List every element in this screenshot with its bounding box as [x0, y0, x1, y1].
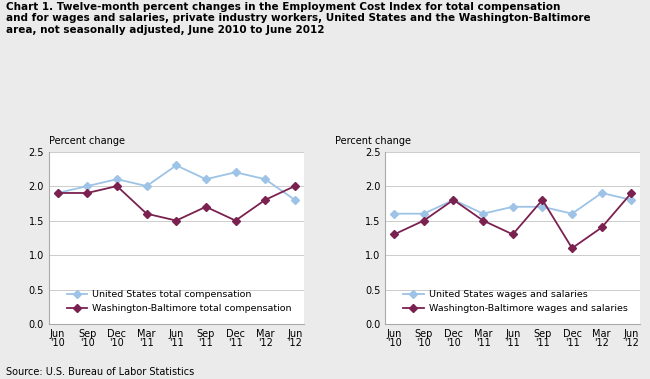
United States total compensation	[202, 177, 210, 182]
Text: Chart 1. Twelve-month percent changes in the Employment Cost Index for total com: Chart 1. Twelve-month percent changes in…	[6, 2, 591, 35]
Text: Source: U.S. Bureau of Labor Statistics: Source: U.S. Bureau of Labor Statistics	[6, 367, 195, 377]
Legend: United States wages and salaries, Washington-Baltimore wages and salaries: United States wages and salaries, Washin…	[400, 288, 630, 316]
United States wages and salaries	[420, 211, 428, 216]
United States total compensation	[231, 170, 239, 175]
Washington-Baltimore total compensation	[231, 218, 239, 223]
Washington-Baltimore total compensation	[291, 184, 299, 188]
Line: Washington-Baltimore wages and salaries: Washington-Baltimore wages and salaries	[391, 190, 634, 251]
United States total compensation	[54, 191, 62, 195]
Text: Percent change: Percent change	[335, 136, 411, 146]
United States wages and salaries	[479, 211, 487, 216]
Washington-Baltimore total compensation	[113, 184, 121, 188]
United States total compensation	[143, 184, 151, 188]
United States total compensation	[172, 163, 180, 168]
Text: Percent change: Percent change	[49, 136, 125, 146]
United States wages and salaries	[598, 191, 606, 195]
Washington-Baltimore total compensation	[172, 218, 180, 223]
United States total compensation	[83, 184, 91, 188]
Washington-Baltimore wages and salaries	[598, 225, 606, 230]
Washington-Baltimore wages and salaries	[509, 232, 517, 236]
Washington-Baltimore total compensation	[54, 191, 62, 195]
Washington-Baltimore total compensation	[202, 205, 210, 209]
Washington-Baltimore wages and salaries	[627, 191, 635, 195]
Legend: United States total compensation, Washington-Baltimore total compensation: United States total compensation, Washin…	[64, 288, 294, 316]
Washington-Baltimore total compensation	[83, 191, 91, 195]
Washington-Baltimore wages and salaries	[390, 232, 398, 236]
United States total compensation	[261, 177, 269, 182]
United States wages and salaries	[538, 205, 546, 209]
Washington-Baltimore wages and salaries	[450, 197, 458, 202]
United States wages and salaries	[568, 211, 576, 216]
United States total compensation	[291, 197, 299, 202]
United States wages and salaries	[450, 197, 458, 202]
United States wages and salaries	[390, 211, 398, 216]
Line: Washington-Baltimore total compensation: Washington-Baltimore total compensation	[55, 183, 298, 223]
Washington-Baltimore wages and salaries	[568, 246, 576, 251]
Washington-Baltimore wages and salaries	[420, 218, 428, 223]
United States total compensation	[113, 177, 121, 182]
Washington-Baltimore total compensation	[143, 211, 151, 216]
Washington-Baltimore wages and salaries	[479, 218, 487, 223]
Line: United States wages and salaries: United States wages and salaries	[391, 190, 634, 216]
Line: United States total compensation: United States total compensation	[55, 163, 298, 203]
United States wages and salaries	[627, 197, 635, 202]
Washington-Baltimore total compensation	[261, 197, 269, 202]
Washington-Baltimore wages and salaries	[538, 197, 546, 202]
United States wages and salaries	[509, 205, 517, 209]
